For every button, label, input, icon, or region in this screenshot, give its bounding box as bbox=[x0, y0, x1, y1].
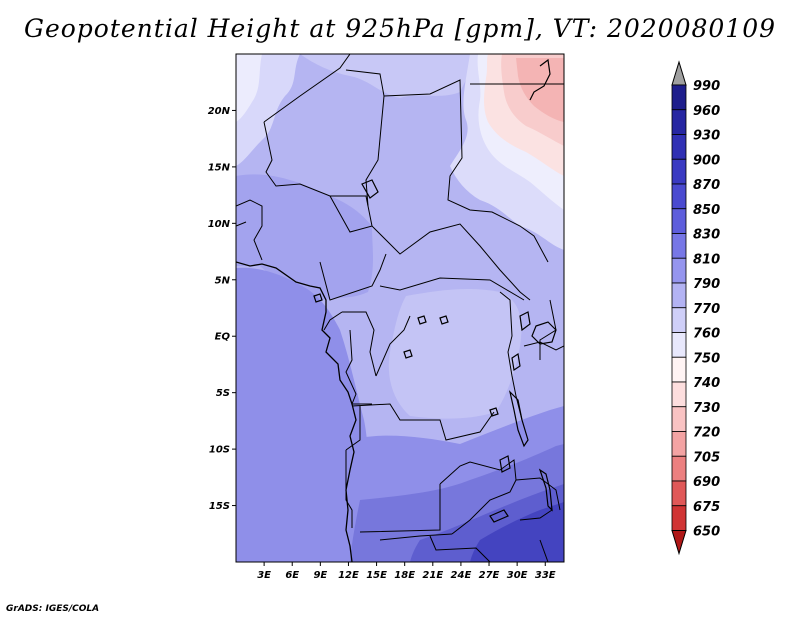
colorbar-swatch bbox=[671, 109, 687, 135]
colorbar-swatch bbox=[671, 455, 687, 482]
lake-tana bbox=[417, 315, 427, 325]
lon-label: 15E bbox=[366, 570, 387, 581]
colorbar-level-label: 705 bbox=[693, 450, 720, 465]
colorbar-swatch bbox=[671, 233, 687, 259]
lon-label: 12E bbox=[338, 570, 359, 581]
colorbar-legend: 990 960 930 900 870 850 830 810 790 770 760 750 740 7… bbox=[671, 60, 720, 556]
field-w-830 bbox=[236, 174, 373, 300]
country-borders bbox=[236, 54, 564, 562]
lat-label: 15N bbox=[208, 162, 231, 173]
colorbar-level-label: 730 bbox=[693, 401, 720, 416]
geopotential-field bbox=[236, 54, 564, 562]
lat-label: 15S bbox=[209, 501, 230, 512]
longitude-axis: 3E 6E 9E 12E 15E 18E 21E 24E 27E 30E 33E bbox=[257, 562, 556, 581]
colorbar-level-label: 650 bbox=[693, 525, 720, 540]
colorbar-swatch bbox=[671, 381, 687, 408]
lon-label: 27E bbox=[479, 570, 500, 581]
colorbar-swatch bbox=[671, 134, 687, 160]
colorbar-swatch bbox=[671, 208, 687, 234]
lon-label: 18E bbox=[394, 570, 415, 581]
grads-credit: GrADS: IGES/COLA bbox=[6, 604, 100, 614]
lake-tanganyika bbox=[508, 390, 529, 448]
field-se-930 bbox=[470, 502, 564, 562]
field-nw-760 bbox=[236, 54, 262, 122]
colorbar-swatch bbox=[671, 257, 687, 284]
colorbar-swatch bbox=[671, 84, 687, 111]
lake-mweru bbox=[499, 455, 511, 473]
lake-kariba bbox=[489, 509, 509, 523]
colorbar-level-label: 675 bbox=[693, 500, 720, 515]
colorbar-swatch bbox=[671, 282, 687, 309]
field-c-790 bbox=[388, 289, 522, 419]
lon-label: 30E bbox=[507, 570, 528, 581]
colorbar-level-label: 770 bbox=[693, 302, 720, 317]
lakes bbox=[313, 58, 557, 523]
lon-label: 21E bbox=[422, 570, 443, 581]
colorbar-level-label: 990 bbox=[693, 79, 720, 94]
field-w-850 bbox=[236, 267, 368, 562]
lon-label: 6E bbox=[285, 570, 299, 581]
colorbar-level-label: 720 bbox=[693, 426, 720, 441]
colorbar-level-label: 690 bbox=[693, 475, 720, 490]
lat-label: 20N bbox=[208, 106, 231, 117]
colorbar-level-label: 930 bbox=[693, 129, 720, 144]
lat-label: 5N bbox=[215, 275, 231, 286]
lon-label: 3E bbox=[257, 570, 271, 581]
lake-volta-northeast bbox=[529, 58, 551, 101]
colorbar-level-label: 850 bbox=[693, 203, 720, 218]
colorbar-level-label: 740 bbox=[693, 376, 720, 391]
colorbar-level-label: 960 bbox=[693, 104, 720, 119]
lon-label: 9E bbox=[313, 570, 327, 581]
colorbar-swatch bbox=[671, 158, 687, 185]
lat-label: 5S bbox=[216, 388, 230, 399]
colorbar-level-label: 870 bbox=[693, 178, 720, 193]
lake-victoria bbox=[531, 321, 557, 345]
colorbar-level-label: 830 bbox=[693, 228, 720, 243]
colorbar-swatch bbox=[671, 356, 687, 383]
lon-label: 33E bbox=[535, 570, 556, 581]
colorbar-swatch bbox=[671, 183, 687, 210]
colorbar-swatch bbox=[671, 332, 687, 358]
colorbar-level-label: 810 bbox=[693, 252, 720, 267]
plot-frame bbox=[235, 53, 565, 563]
colorbar-swatch bbox=[671, 505, 687, 531]
colorbar-swatch bbox=[671, 307, 687, 333]
lake-malawi bbox=[538, 468, 553, 512]
lake-kivu bbox=[511, 352, 521, 372]
lake-albert bbox=[519, 311, 531, 332]
colorbar-top-arrow bbox=[671, 60, 687, 86]
colorbar-swatch bbox=[671, 480, 687, 507]
colorbar-level-label: 900 bbox=[693, 153, 720, 168]
latitude-axis: 20N 15N 10N 5N EQ 5S 10S 15S bbox=[208, 106, 236, 512]
colorbar-level-label: 760 bbox=[693, 327, 720, 342]
colorbar-swatch bbox=[671, 406, 687, 432]
lon-label: 24E bbox=[451, 570, 472, 581]
field-ne-730 bbox=[516, 58, 564, 122]
colorbar-bottom-arrow bbox=[671, 530, 687, 556]
lat-label: 10N bbox=[208, 219, 231, 230]
lat-label: EQ bbox=[215, 332, 231, 343]
lat-label: 10S bbox=[209, 445, 230, 456]
colorbar-swatch bbox=[671, 431, 687, 457]
lake-chad bbox=[361, 179, 379, 199]
colorbar-level-label: 750 bbox=[693, 351, 720, 366]
coastline bbox=[236, 261, 357, 562]
map-title: Geopotential Height at 925hPa [gpm], VT:… bbox=[23, 14, 777, 43]
colorbar-level-label: 790 bbox=[693, 277, 720, 292]
